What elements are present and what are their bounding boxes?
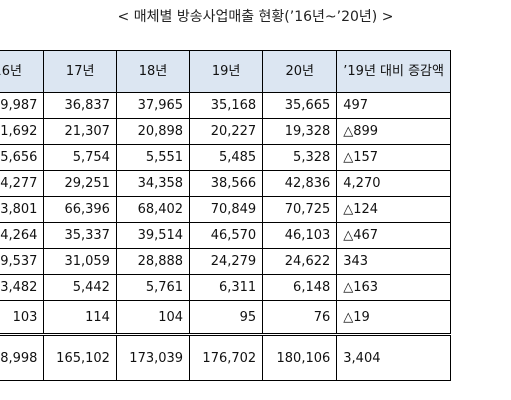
title: < 매체별 방송사업매출 현황(’16년~’20년) >: [117, 9, 394, 25]
table-cell: 35,665: [262, 92, 338, 119]
table-cell: 176,702: [189, 333, 264, 381]
table-cell: 114: [43, 300, 117, 335]
table-cell: 70,849: [189, 196, 264, 223]
table-cell: 37,965: [115, 92, 191, 119]
table-cell: 46,103: [262, 222, 338, 249]
table-cell: 34,264: [0, 222, 45, 249]
table-cell: 21,307: [43, 118, 117, 145]
table-cell: 29,251: [43, 170, 117, 197]
column-header: ’19년 대비 증감액: [336, 50, 451, 93]
table-cell: 173,039: [115, 333, 191, 381]
table-cell: 158,998: [0, 333, 45, 381]
table-cell: 35,337: [43, 222, 117, 249]
table-cell: 104: [115, 300, 191, 335]
table-cell: △899: [336, 118, 451, 145]
table-cell: 70,725: [262, 196, 338, 223]
table-cell: 76: [262, 300, 338, 335]
table-cell: 103: [0, 300, 45, 335]
table-row: 5,656 5,754 5,551 5,485 5,328 △157: [0, 144, 451, 171]
table-cell: 66,396: [43, 196, 117, 223]
table-cell: 24,622: [262, 248, 338, 275]
table-cell: 20,227: [189, 118, 264, 145]
table-cell: 34,358: [115, 170, 191, 197]
table-cell: 3,404: [336, 333, 451, 381]
table-cell: 5,656: [0, 144, 45, 171]
column-header: 19년: [189, 50, 264, 93]
table-cell: 6,311: [189, 274, 264, 301]
table-cell: 38,566: [189, 170, 264, 197]
table-cell: △163: [336, 274, 451, 301]
table-cell: 4,270: [336, 170, 451, 197]
column-header: 16년: [0, 50, 45, 93]
table-cell: △467: [336, 222, 451, 249]
table-cell: 95: [189, 300, 264, 335]
table-cell: 42,836: [262, 170, 338, 197]
table-cell: 5,754: [43, 144, 117, 171]
table-cell: 3,482: [0, 274, 45, 301]
table-cell: 24,277: [0, 170, 45, 197]
table-cell: 5,485: [189, 144, 264, 171]
table-cell: 20,898: [115, 118, 191, 145]
table-cell: 35,168: [189, 92, 264, 119]
table-cell: 39,987: [0, 92, 45, 119]
table-cell: 28,888: [115, 248, 191, 275]
table-cell: 180,106: [262, 333, 338, 381]
table-cell: 36,837: [43, 92, 117, 119]
table-cell: 24,279: [189, 248, 264, 275]
table-cell: 68,402: [115, 196, 191, 223]
revenue-table: 16년17년18년19년20년’19년 대비 증감액 39,98736,8373…: [0, 50, 451, 381]
table-cell: 165,102: [43, 333, 117, 381]
table-cell: 6,148: [262, 274, 338, 301]
table-cell: 5,328: [262, 144, 338, 171]
table-row: 103 114 104 95 76 △19: [0, 300, 451, 335]
table-cell: 5,442: [43, 274, 117, 301]
table-cell: 39,514: [115, 222, 191, 249]
table-cell: 63,801: [0, 196, 45, 223]
table-cell: 29,537: [0, 248, 45, 275]
column-header: 20년: [262, 50, 338, 93]
table-cell: 31,059: [43, 248, 117, 275]
table-cell: 46,570: [189, 222, 264, 249]
column-header: 18년: [115, 50, 191, 93]
table-cell: 343: [336, 248, 451, 275]
column-header: 17년: [43, 50, 117, 93]
table-cell: △124: [336, 196, 451, 223]
header-row: 16년17년18년19년20년’19년 대비 증감액: [0, 50, 451, 93]
table-cell: △19: [336, 300, 451, 335]
table-cell: 5,761: [115, 274, 191, 301]
table-cell: △157: [336, 144, 451, 171]
table-cell: 21,692: [0, 118, 45, 145]
table-row: 3,482 5,442 5,761 6,311 6,148 △163: [0, 274, 451, 301]
table-cell: 497: [336, 92, 451, 119]
table-cell: 5,551: [115, 144, 191, 171]
table-cell: 19,328: [262, 118, 338, 145]
